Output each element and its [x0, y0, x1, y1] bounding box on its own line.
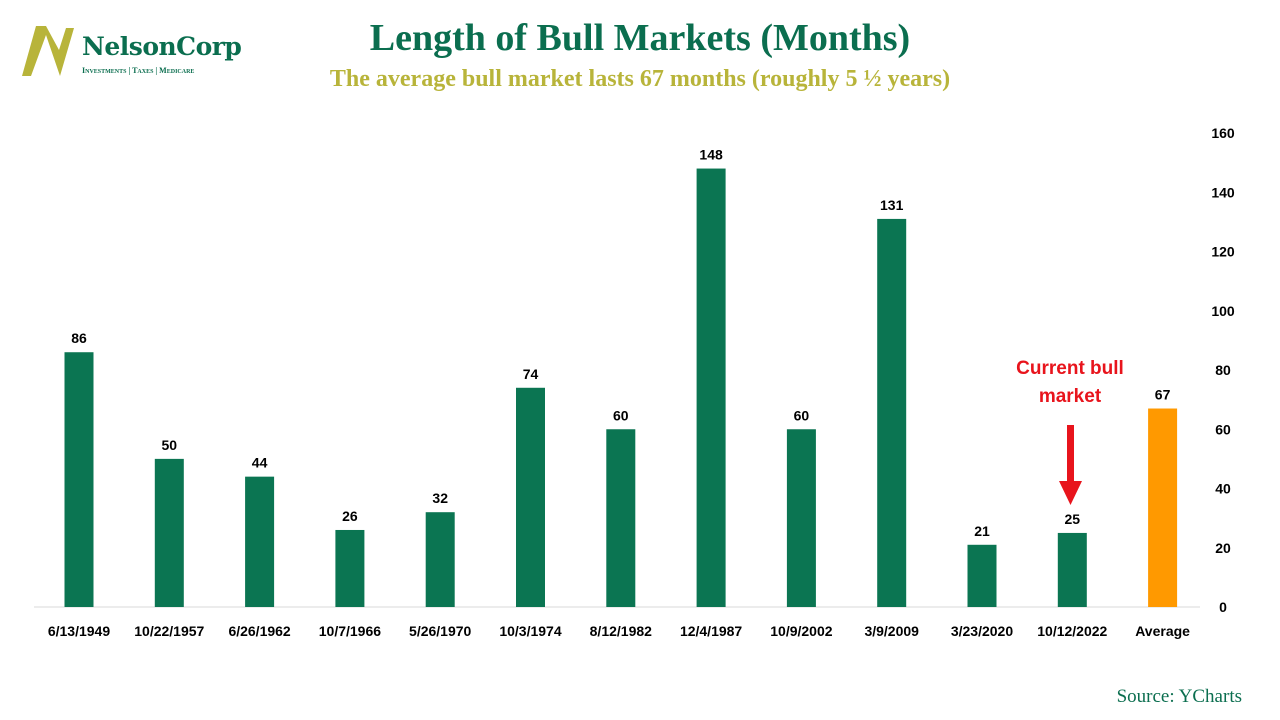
bar [1148, 408, 1178, 607]
chart-title: Length of Bull Markets (Months) [369, 17, 911, 59]
data-label: 32 [432, 490, 448, 506]
category-label: 6/13/1949 [48, 623, 110, 639]
data-label: 44 [252, 455, 268, 471]
y-tick-label: 20 [1215, 540, 1231, 556]
y-tick-label: 120 [1211, 244, 1235, 260]
data-label: 21 [974, 523, 990, 539]
data-label: 60 [794, 407, 810, 423]
data-label: 26 [342, 508, 358, 524]
nelsoncorp-logo: NelsonCorp Investments | Taxes | Medicar… [22, 26, 242, 82]
annotation-arrow-head-icon [1059, 481, 1082, 505]
logo-name: NelsonCorp [82, 32, 242, 61]
y-tick-label: 40 [1215, 481, 1231, 497]
y-tick-label: 160 [1211, 125, 1235, 141]
logo-tagline: Investments | Taxes | Medicare [82, 66, 195, 75]
data-label: 25 [1065, 511, 1081, 527]
category-label: 3/9/2009 [864, 623, 919, 639]
y-tick-label: 0 [1219, 599, 1227, 615]
bar [786, 429, 816, 607]
y-tick-label: 100 [1211, 303, 1235, 319]
category-label: 3/23/2020 [951, 623, 1013, 639]
category-label: 5/26/1970 [409, 623, 471, 639]
y-tick-label: 80 [1215, 362, 1231, 378]
bar [245, 476, 275, 607]
data-label: 50 [162, 437, 178, 453]
data-label: 131 [880, 197, 904, 213]
data-label: 86 [71, 330, 87, 346]
annotation-line2: market [1039, 386, 1102, 407]
category-label: 10/9/2002 [770, 623, 832, 639]
annotation-line1: Current bull [1016, 358, 1124, 379]
category-label: 10/22/1957 [134, 623, 204, 639]
data-label: 148 [699, 147, 723, 163]
category-label: 6/26/1962 [228, 623, 290, 639]
bar [606, 429, 636, 607]
y-tick-label: 140 [1211, 184, 1235, 200]
bar [696, 168, 726, 608]
category-label: 10/12/2022 [1037, 623, 1107, 639]
bar [1057, 532, 1087, 607]
bar [516, 387, 545, 607]
bar [877, 218, 907, 607]
bar [154, 458, 184, 607]
bar [335, 529, 365, 607]
source-note: Source: YCharts [1116, 686, 1242, 707]
category-label: 12/4/1987 [680, 623, 742, 639]
chart-subtitle: The average bull market lasts 67 months … [329, 66, 951, 92]
annotation-arrow-shaft [1067, 425, 1074, 483]
category-label: 10/3/1974 [499, 623, 561, 639]
category-label: 8/12/1982 [590, 623, 652, 639]
logo-mark-icon [22, 26, 74, 76]
bar [967, 544, 997, 607]
bar [425, 512, 455, 607]
data-label: 60 [613, 407, 629, 423]
data-label: 74 [523, 366, 539, 382]
category-label: 10/7/1966 [319, 623, 381, 639]
y-tick-label: 60 [1215, 421, 1231, 437]
bar [64, 352, 94, 607]
category-label: Average [1135, 623, 1190, 639]
data-label: 67 [1155, 387, 1171, 403]
